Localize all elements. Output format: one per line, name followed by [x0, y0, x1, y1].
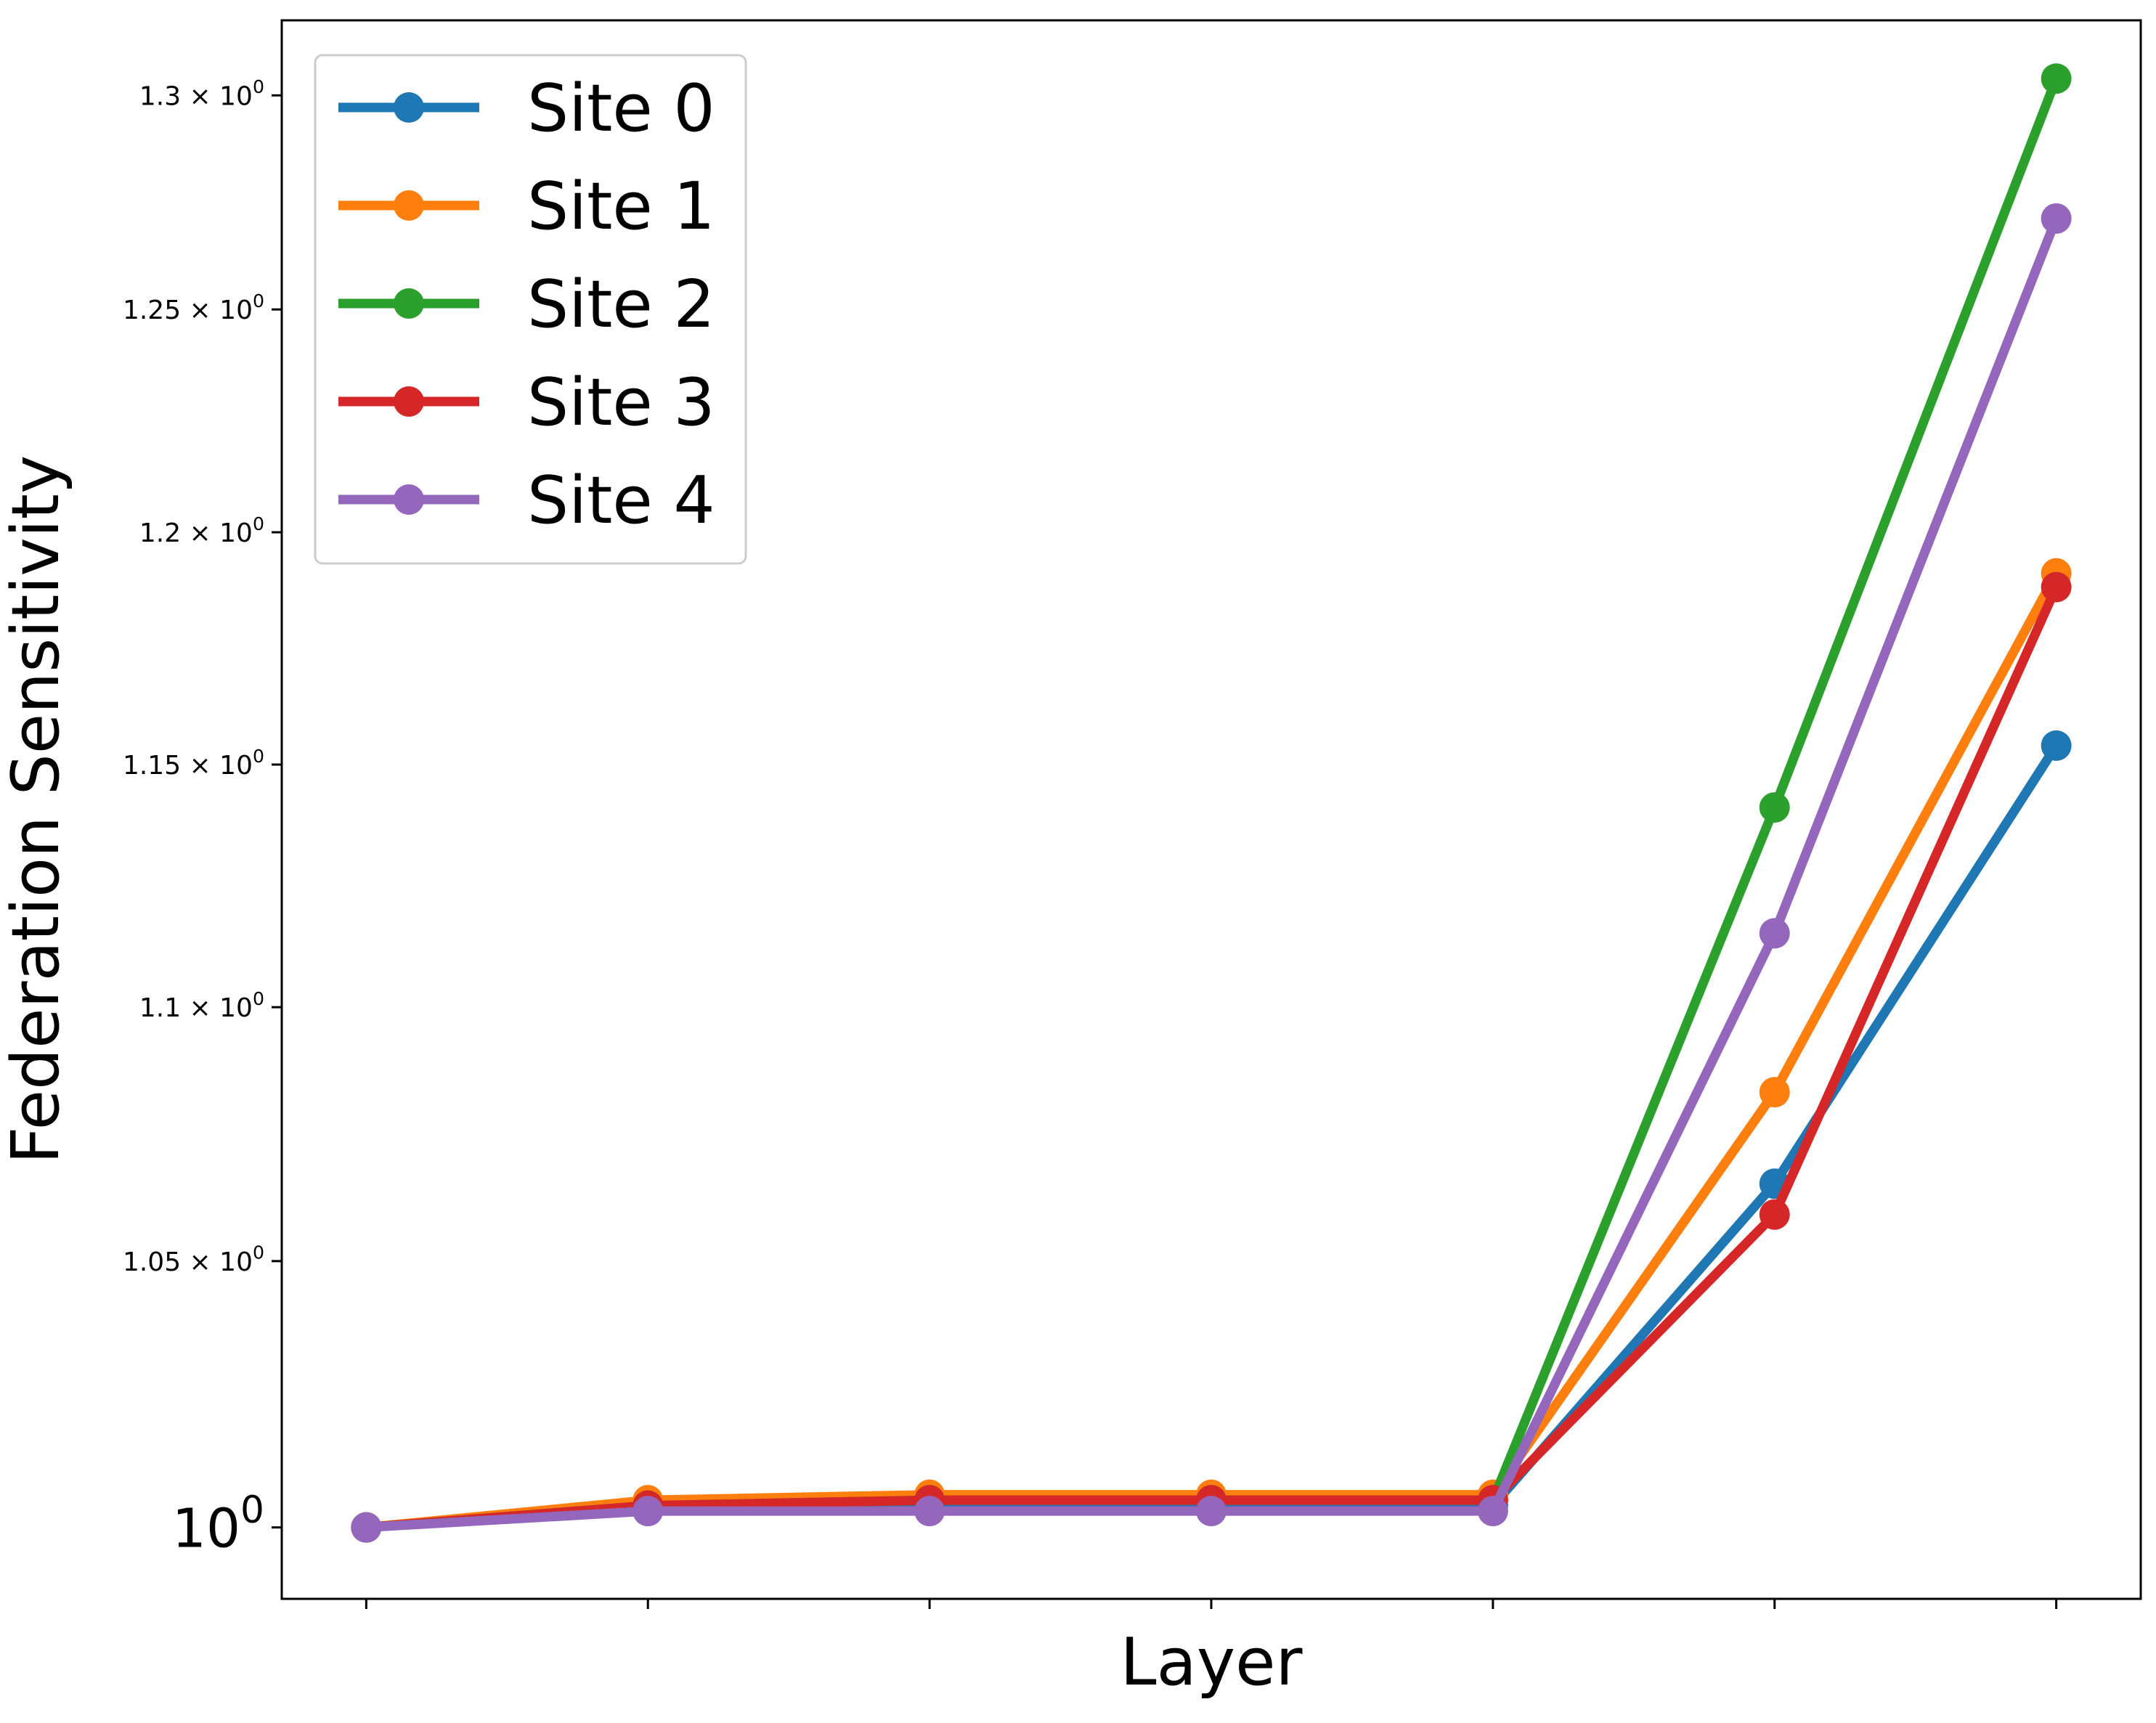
legend-swatch-marker — [394, 484, 424, 515]
data-point-site-4 — [914, 1496, 945, 1527]
y-tick-label: 1.15 × 100 — [123, 746, 264, 781]
data-point-site-2 — [1759, 792, 1790, 823]
legend-swatch-marker — [394, 190, 424, 221]
data-point-site-2 — [2041, 63, 2072, 94]
y-tick-label: 1.25 × 100 — [123, 290, 264, 325]
y-tick-label-mantissa: 1.05 × 10 — [123, 1247, 253, 1277]
legend-swatch-marker — [394, 288, 424, 319]
y-tick-label: 1.05 × 100 — [123, 1242, 264, 1277]
y-tick-label-mantissa: 1.2 × 10 — [139, 518, 253, 548]
legend-label: Site 2 — [527, 266, 715, 343]
x-axis-label: Layer — [1120, 1624, 1303, 1700]
y-tick-label-mantissa: 1.1 × 10 — [139, 993, 253, 1023]
legend-label: Site 3 — [527, 364, 715, 441]
data-point-site-3 — [1759, 1199, 1790, 1230]
y-tick-label: 1.3 × 100 — [139, 76, 264, 111]
legend-box — [314, 54, 747, 565]
y-tick-label-exponent: 0 — [240, 1488, 264, 1532]
legend-label: Site 4 — [527, 463, 715, 539]
y-tick-label-exponent: 0 — [253, 1242, 264, 1263]
y-tick-label-mantissa: 1.3 × 10 — [139, 81, 253, 111]
series-group — [351, 63, 2072, 1543]
data-point-site-4 — [1759, 918, 1790, 949]
y-tick-label-exponent: 0 — [253, 988, 264, 1009]
legend-label: Site 1 — [527, 168, 715, 245]
legend-swatch-marker — [394, 386, 424, 417]
data-point-site-3 — [2041, 571, 2072, 603]
y-tick-label: 1.1 × 100 — [139, 988, 264, 1023]
y-axis-label: Federation Sensitivity — [0, 455, 74, 1164]
data-point-site-1 — [1759, 1077, 1790, 1108]
y-tick-label-exponent: 0 — [253, 746, 264, 767]
y-tick-label-mantissa: 10 — [172, 1497, 240, 1560]
y-tick-label-mantissa: 1.15 × 10 — [123, 751, 253, 781]
data-point-site-0 — [2041, 730, 2072, 761]
y-tick-label-mantissa: 1.25 × 10 — [123, 296, 253, 325]
y-tick-label: 1.2 × 100 — [139, 513, 264, 548]
data-point-site-4 — [632, 1496, 664, 1527]
data-point-site-4 — [1196, 1496, 1227, 1527]
y-tick-label-exponent: 0 — [253, 290, 264, 311]
y-tick-label-exponent: 0 — [253, 513, 264, 534]
data-point-site-4 — [351, 1512, 382, 1543]
legend: Site 0 Site 1 Site 2 Site 3 Site 4 — [314, 54, 747, 565]
legend-swatch-marker — [394, 92, 424, 123]
y-tick-label-exponent: 0 — [253, 76, 264, 97]
data-point-site-4 — [1477, 1496, 1508, 1527]
data-point-site-4 — [2041, 203, 2072, 234]
legend-label: Site 0 — [527, 70, 715, 147]
y-tick-label: 100 — [172, 1488, 264, 1560]
plot-frame — [280, 19, 2142, 1600]
